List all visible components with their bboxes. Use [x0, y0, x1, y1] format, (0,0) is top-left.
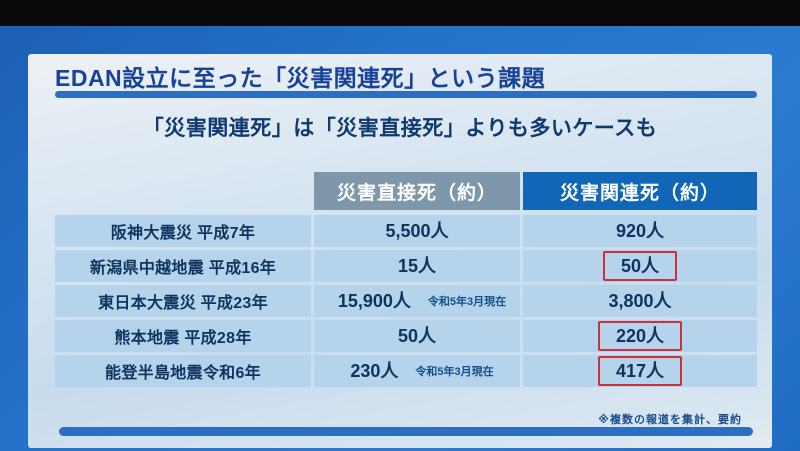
direct-deaths-cell: 15,900人 令和5年3月現在 [314, 285, 520, 317]
related-deaths-value: 417人 [597, 356, 683, 386]
direct-deaths-cell: 5,500人 [314, 215, 520, 247]
related-deaths-value: 220人 [597, 321, 683, 351]
as-of-date-note: 令和5年3月現在 [415, 366, 494, 378]
related-deaths-value: 50人 [602, 251, 678, 281]
table-row: 阪神大震災 平成7年 5,500人 920人 [55, 215, 757, 247]
direct-deaths-cell: 230人 令和5年3月現在 [314, 355, 520, 387]
table-header-row: 災害直接死（約） 災害関連死（約） [55, 172, 757, 210]
table-row: 能登半島地震令和6年 230人 令和5年3月現在 417人 [55, 355, 757, 387]
direct-deaths-cell: 50人 [314, 320, 520, 352]
header-direct-deaths: 災害直接死（約） [314, 172, 520, 210]
photo-dark-edge [0, 0, 800, 26]
bottom-rule [59, 427, 753, 436]
table-row: 新潟県中越地震 平成16年 15人 50人 [55, 250, 757, 282]
event-name-cell: 東日本大震災 平成23年 [55, 285, 311, 317]
header-spacer-cell [55, 172, 311, 210]
event-name-cell: 能登半島地震令和6年 [55, 355, 311, 387]
related-deaths-cell: 220人 [523, 320, 757, 352]
as-of-date-note: 令和5年3月現在 [427, 296, 507, 308]
source-footnote: ※複数の報道を集計、要約 [598, 414, 742, 426]
direct-deaths-value: 50人 [397, 326, 437, 346]
table-row: 熊本地震 平成28年 50人 220人 [55, 320, 757, 352]
event-name-cell: 新潟県中越地震 平成16年 [55, 250, 311, 282]
event-name-cell: 熊本地震 平成28年 [55, 320, 311, 352]
related-deaths-cell: 417人 [523, 355, 757, 387]
slide-heading: 「災害関連死」は「災害直接死」よりも多いケースも [142, 117, 658, 140]
direct-deaths-value: 230人 [350, 361, 399, 381]
table-row: 東日本大震災 平成23年 15,900人 令和5年3月現在 3,800人 [55, 285, 757, 317]
direct-deaths-value: 15人 [397, 256, 437, 276]
related-deaths-cell: 50人 [523, 250, 757, 282]
direct-deaths-value: 15,900人 [337, 291, 411, 311]
slide-panel: EDAN設立に至った「災害関連死」という課題 「災害関連死」は「災害直接死」より… [28, 54, 772, 448]
direct-deaths-value: 5,500人 [385, 221, 449, 241]
related-deaths-value: 3,800人 [608, 291, 672, 311]
related-deaths-cell: 920人 [523, 215, 757, 247]
event-name-cell: 阪神大震災 平成7年 [55, 215, 311, 247]
related-deaths-cell: 3,800人 [523, 285, 757, 317]
slide-title: EDAN設立に至った「災害関連死」という課題 [55, 65, 546, 91]
related-deaths-value: 920人 [615, 221, 665, 241]
disaster-deaths-table: 災害直接死（約） 災害関連死（約） 阪神大震災 平成7年 5,500人 920人… [55, 172, 757, 390]
direct-deaths-cell: 15人 [314, 250, 520, 282]
slide-background: EDAN設立に至った「災害関連死」という課題 「災害関連死」は「災害直接死」より… [0, 26, 800, 451]
title-underline-rule [55, 91, 757, 98]
table-body: 阪神大震災 平成7年 5,500人 920人 新潟県中越地震 平成16年 15人… [55, 215, 757, 387]
header-related-deaths: 災害関連死（約） [523, 172, 757, 210]
